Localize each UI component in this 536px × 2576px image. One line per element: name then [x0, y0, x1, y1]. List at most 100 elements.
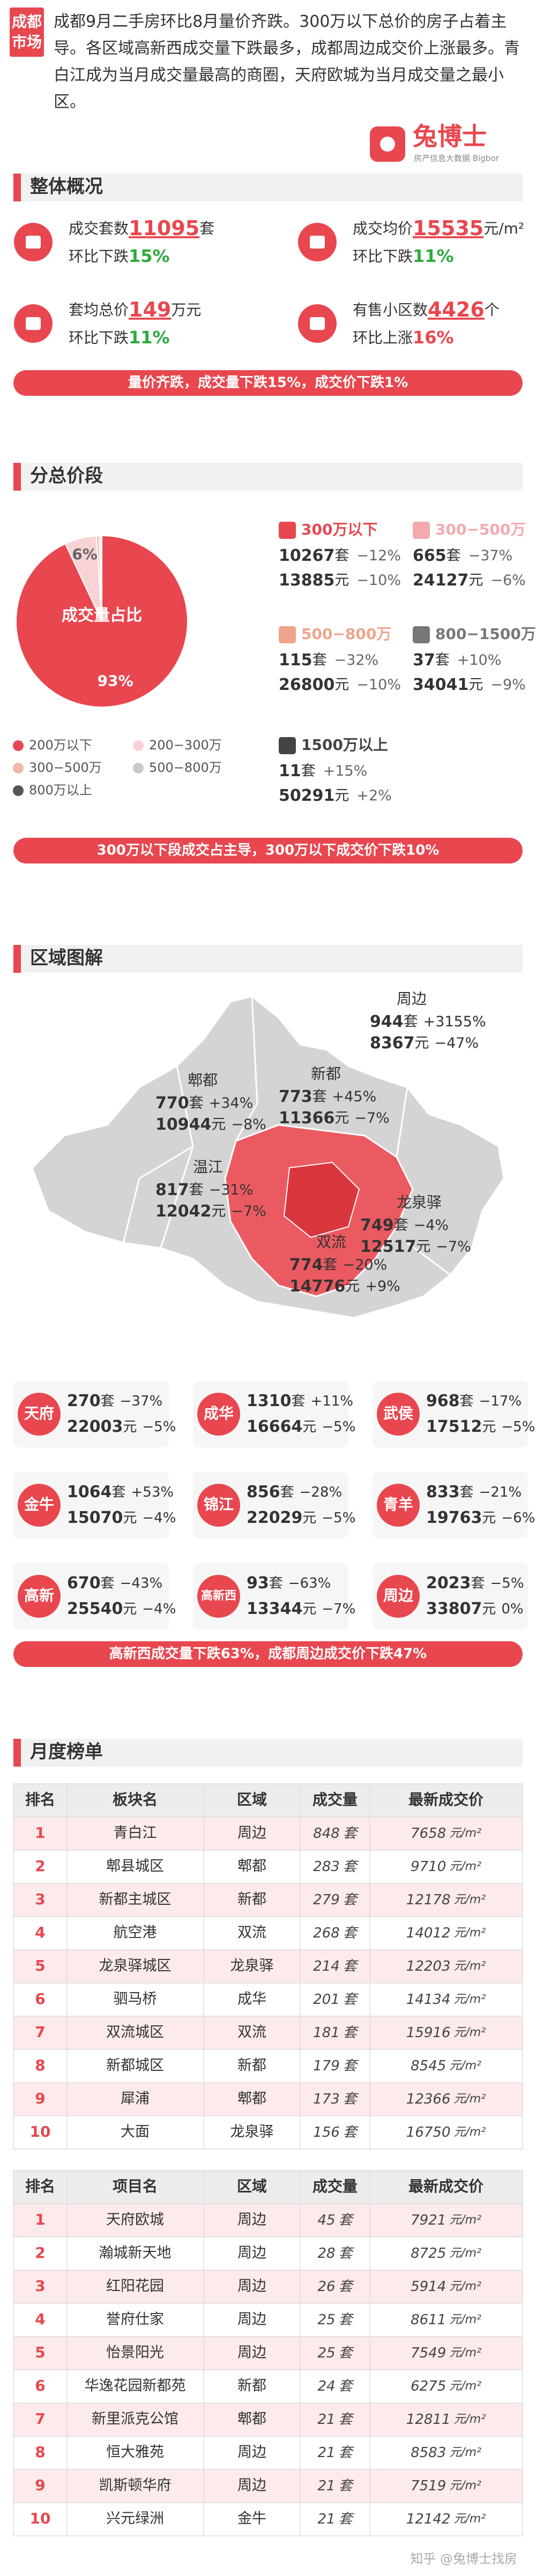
count-unit: 套 — [435, 652, 450, 669]
price-cell: 16750 元/m² — [406, 2124, 486, 2141]
rank: 10 — [30, 2510, 51, 2527]
count-value: 268 — [313, 1925, 340, 1941]
segment-count: 10267套 −12% — [279, 546, 401, 565]
count-cell: 21 套 — [317, 2478, 354, 2494]
table-header: 项目名 — [113, 2177, 158, 2195]
district-icon — [377, 1484, 420, 1527]
price-change: −7% — [354, 1110, 389, 1126]
price-unit: 元/m² — [454, 2126, 486, 2139]
map-count: 749套 −4% — [360, 1216, 449, 1235]
price-unit: 元/m² — [454, 1993, 486, 2006]
map-border — [407, 1242, 451, 1276]
rank: 10 — [30, 2123, 51, 2141]
count-unit: 套 — [339, 2345, 355, 2361]
banner — [13, 838, 523, 863]
count-value: 37 — [413, 651, 435, 670]
count-unit: 套 — [394, 1217, 408, 1234]
legend-swatch — [13, 763, 24, 773]
name-cell: 龙泉驿城区 — [99, 1958, 172, 1974]
district-price: 25540元 −4% — [67, 1599, 176, 1618]
table-header: 排名 — [25, 2177, 55, 2195]
count-value: 10267 — [279, 546, 334, 565]
price-value: 50291 — [279, 786, 334, 805]
table-header: 板块名 — [113, 1791, 158, 1808]
count-unit: 套 — [280, 1484, 294, 1500]
district-count: 93套 −63% — [247, 1574, 331, 1593]
count-change: −20% — [343, 1257, 388, 1273]
price-unit: 元 — [302, 1510, 316, 1526]
change-value: 11% — [129, 327, 170, 348]
name-cell: 怡景阳光 — [106, 2345, 164, 2361]
stat-change: 环比下跌11% — [69, 327, 170, 348]
district-count: 1064套 +53% — [67, 1483, 174, 1501]
count-unit: 套 — [343, 1859, 359, 1875]
segment-count: 115套 −32% — [279, 651, 378, 670]
count-unit: 套 — [339, 2279, 355, 2295]
price-unit: 元 — [415, 1035, 429, 1052]
price-cell: 7658 元/m² — [411, 1826, 481, 1842]
count-value: 773 — [279, 1087, 312, 1106]
rank: 7 — [35, 2023, 45, 2041]
price-value: 8367 — [370, 1034, 415, 1053]
region-cell: 周边 — [237, 2212, 266, 2228]
price-value: 17512 — [426, 1417, 482, 1436]
count-unit: 套 — [446, 547, 461, 564]
count-value: 1064 — [67, 1483, 112, 1501]
segment-price: 50291元 +2% — [279, 786, 392, 805]
count-change: −12% — [356, 547, 401, 564]
count-value: 770 — [155, 1094, 189, 1113]
price-cell: 7519 元/m² — [411, 2478, 481, 2494]
segment-price: 24127元 −6% — [413, 571, 526, 590]
district-icon — [18, 1484, 61, 1527]
price-value: 12811 — [406, 2412, 451, 2428]
stat-change: 环比上涨16% — [353, 327, 454, 348]
segment-price: 13885元 −10% — [279, 571, 401, 590]
district-price: 17512元 −5% — [426, 1417, 535, 1436]
table-header-row — [13, 2171, 523, 2204]
stat-value: 11095 — [129, 216, 199, 240]
count-cell: 24 套 — [317, 2378, 354, 2394]
table-row — [13, 2083, 523, 2116]
map-price: 10944元 −8% — [155, 1115, 266, 1134]
price-value: 22029 — [247, 1508, 302, 1527]
count-cell: 268 套 — [313, 1925, 359, 1941]
count-value: 26 — [317, 2279, 335, 2295]
price-unit: 元 — [482, 1601, 496, 1617]
price-unit: 元 — [334, 1110, 349, 1126]
price-unit: 元 — [334, 572, 349, 589]
district-name: 青羊 — [383, 1496, 413, 1513]
district-count: 2023套 −5% — [426, 1574, 524, 1593]
count-change: +34% — [209, 1095, 254, 1111]
logo-text: 兔博士 — [413, 122, 487, 151]
region-cell: 周边 — [237, 1825, 266, 1842]
stat-unit: 套 — [199, 220, 214, 237]
price-change: +9% — [365, 1278, 400, 1295]
price-unit: 元/m² — [454, 2026, 486, 2039]
price-unit: 元 — [334, 787, 349, 804]
price-unit: 元 — [345, 1278, 360, 1295]
stat-value: 15535 — [413, 216, 483, 240]
price-cell: 9710 元/m² — [411, 1859, 481, 1875]
count-value: 749 — [360, 1216, 394, 1235]
count-change: +10% — [457, 652, 502, 669]
count-change: −21% — [479, 1484, 522, 1500]
price-value: 16664 — [247, 1417, 302, 1436]
count-cell: 279 套 — [313, 1892, 359, 1908]
district-count: 833套 −21% — [426, 1483, 522, 1501]
map-border — [122, 1145, 193, 1243]
table-row — [13, 1883, 523, 1917]
table-row — [13, 2303, 523, 2337]
price-value: 22003 — [67, 1417, 123, 1436]
price-cell: 12203 元/m² — [406, 1958, 486, 1974]
logo-subtext: 房产信息大数据 Bigbor — [414, 154, 499, 163]
name-cell: 誉府仕家 — [106, 2311, 164, 2328]
section-marker — [13, 174, 21, 201]
count-unit: 套 — [343, 2058, 359, 2074]
price-unit: 元 — [123, 1510, 137, 1526]
price-change: −7% — [436, 1238, 471, 1255]
region-cell: 金牛 — [237, 2511, 266, 2527]
price-value: 13885 — [279, 571, 334, 590]
name-cell: 大面 — [121, 2124, 150, 2141]
count-value: 774 — [289, 1256, 323, 1274]
